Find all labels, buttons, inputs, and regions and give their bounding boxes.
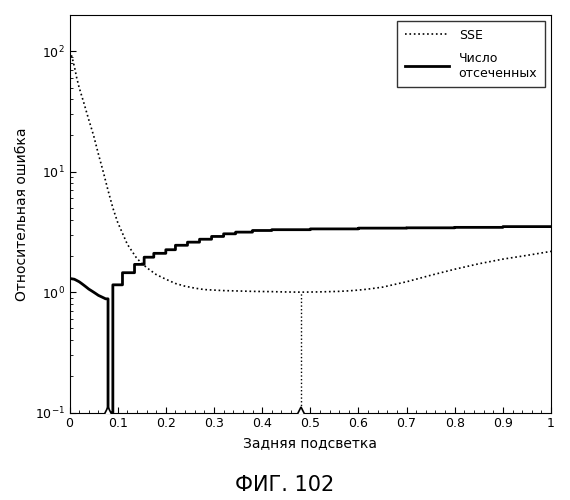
SSE — [499, 256, 506, 262]
SSE — [355, 287, 362, 293]
Число
отсеченных — [71, 276, 78, 282]
SSE — [379, 284, 386, 290]
SSE — [307, 289, 314, 295]
Число
отсеченных — [105, 410, 112, 416]
SSE — [288, 289, 295, 295]
SSE — [268, 288, 275, 294]
SSE — [90, 132, 97, 138]
Число
отсеченных — [66, 276, 73, 281]
SSE — [336, 288, 343, 294]
SSE — [297, 289, 304, 295]
SSE — [95, 151, 102, 157]
SSE — [162, 276, 169, 282]
SSE — [124, 241, 131, 247]
SSE — [100, 168, 107, 174]
Legend: SSE, Число
отсеченных: SSE, Число отсеченных — [397, 21, 545, 87]
Число
отсеченных — [208, 236, 215, 242]
SSE — [548, 248, 555, 254]
SSE — [345, 288, 352, 294]
SSE — [220, 288, 227, 294]
SSE — [259, 288, 266, 294]
SSE — [68, 54, 75, 60]
SSE — [172, 280, 179, 286]
SSE — [71, 64, 78, 70]
SSE — [74, 75, 80, 81]
X-axis label: Задняя подсветка: Задняя подсветка — [243, 436, 377, 450]
SSE — [230, 288, 237, 294]
Число
отсеченных — [131, 270, 138, 276]
SSE — [76, 84, 83, 90]
SSE — [86, 116, 92, 122]
SSE — [475, 261, 482, 267]
SSE — [80, 100, 87, 106]
SSE — [278, 289, 285, 295]
SSE — [316, 289, 323, 295]
Число
отсеченных — [220, 234, 227, 239]
Text: ФИГ. 102: ФИГ. 102 — [235, 475, 335, 495]
SSE — [109, 205, 116, 211]
SSE — [201, 286, 208, 292]
Число
отсеченных — [548, 224, 555, 230]
SSE — [192, 285, 198, 291]
SSE — [143, 264, 150, 270]
SSE — [451, 266, 458, 272]
SSE — [105, 188, 112, 194]
Число
отсеченных — [499, 224, 506, 230]
SSE — [524, 252, 531, 258]
SSE — [133, 256, 140, 262]
SSE — [182, 283, 189, 289]
Line: Число
отсеченных: Число отсеченных — [70, 226, 551, 412]
Line: SSE: SSE — [70, 52, 551, 292]
Y-axis label: Относительная ошибка: Относительная ошибка — [15, 127, 29, 300]
SSE — [239, 288, 246, 294]
SSE — [326, 288, 333, 294]
SSE — [210, 287, 217, 293]
SSE — [365, 286, 372, 292]
SSE — [66, 48, 73, 54]
SSE — [249, 288, 256, 294]
SSE — [428, 272, 434, 278]
SSE — [114, 220, 121, 226]
Число
отсеченных — [184, 239, 191, 245]
SSE — [403, 278, 410, 284]
Число
отсеченных — [268, 228, 275, 234]
SSE — [153, 272, 160, 278]
